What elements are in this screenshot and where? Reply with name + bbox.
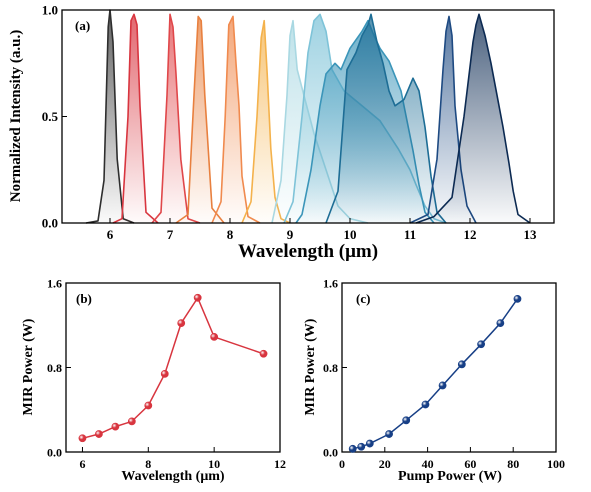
b-x-tick-label-3: 12 <box>274 457 286 471</box>
c-y-tick-label-0: 0.0 <box>323 446 338 460</box>
a-series-5-fill <box>242 20 290 224</box>
c-y-tick-label-2: 1.6 <box>323 277 338 291</box>
c-y-axis-label: MIR Power (W) <box>303 318 318 415</box>
a-y-tick-label-2: 1.0 <box>42 3 58 18</box>
b-x-axis-label: Wavelength (μm) <box>121 469 225 484</box>
a-panel-label: (a) <box>75 18 90 33</box>
c-point-4 <box>402 416 411 425</box>
c-y-tick-label-1: 0.8 <box>323 361 338 375</box>
b-x-tick-label-2: 10 <box>208 457 220 471</box>
c-x-tick-label-3: 60 <box>464 457 476 471</box>
a-y-tick-label-0: 0.0 <box>42 216 58 231</box>
panel-b-power-vs-wavelength: 6 8 10 12 0.0 0.8 1.6 (b) Wavelength (μm) MIR … <box>21 277 286 485</box>
c-x-axis-label: Pump Power (W) <box>398 469 502 484</box>
c-point-9 <box>496 319 505 328</box>
a-x-tick-label-1: 7 <box>167 227 174 242</box>
a-tick-group: 6 7 8 9 10 11 12 13 0.0 0.5 1.0 <box>42 3 537 243</box>
b-point-9 <box>259 349 268 358</box>
a-y-tick-label-1: 0.5 <box>42 109 59 124</box>
a-series-2-fill <box>152 14 200 223</box>
a-x-tick-label-4: 10 <box>344 227 357 242</box>
c-x-tick-label-2: 40 <box>422 457 434 471</box>
b-point-5 <box>160 369 169 378</box>
b-point-4 <box>144 401 153 410</box>
b-panel-label: (b) <box>76 291 92 306</box>
c-x-tick-label-5: 100 <box>547 457 565 471</box>
c-point-0 <box>348 444 357 453</box>
b-y-tick-label-1: 0.8 <box>47 361 62 375</box>
b-point-0 <box>78 434 87 443</box>
c-point-8 <box>477 340 485 349</box>
a-series-3-fill <box>176 16 224 224</box>
a-series-1-fill <box>113 14 158 223</box>
c-point-1 <box>357 442 366 451</box>
a-series-11-line <box>415 13 531 224</box>
b-tick-group: 6 8 10 12 0.0 0.8 1.6 <box>47 277 286 472</box>
b-plot-frame <box>65 282 281 453</box>
b-point-2 <box>111 422 120 431</box>
a-x-axis-label: Wavelength (μm) <box>238 241 378 262</box>
b-point-1 <box>95 430 103 438</box>
c-series-line <box>352 298 519 450</box>
a-series-0-fill <box>86 10 134 223</box>
a-series-1-line <box>112 13 159 224</box>
c-plot-frame <box>341 282 557 453</box>
c-point-6 <box>438 381 447 390</box>
b-y-tick-label-2: 1.6 <box>47 277 62 291</box>
c-series-group <box>348 294 522 453</box>
a-series-9-line <box>325 13 447 224</box>
b-series-group <box>78 293 268 443</box>
c-point-5 <box>421 400 430 409</box>
panel-a-spectra: 6 7 8 9 10 11 12 13 0.0 0.5 1.0 (a) Wavelength (μm… <box>8 3 555 262</box>
c-x-tick-label-1: 20 <box>379 457 391 471</box>
a-x-tick-label-6: 12 <box>464 227 477 242</box>
c-x-tick-label-0: 0 <box>339 457 345 471</box>
a-series-11-fill <box>416 14 530 223</box>
a-x-tick-label-7: 13 <box>524 227 538 242</box>
c-tick-group: 0 20 40 60 80 100 0.0 0.8 1.6 <box>323 277 565 472</box>
b-point-6 <box>177 319 186 328</box>
a-x-tick-label-3: 9 <box>287 227 294 242</box>
a-series-9-fill <box>326 14 446 223</box>
panel-c-power-vs-pump: 0 20 40 60 80 100 0.0 0.8 1.6 (c) Pump Power (W)… <box>303 277 565 485</box>
a-series-2-line <box>151 13 201 224</box>
b-series-line <box>82 296 264 440</box>
a-series-4-fill <box>212 16 260 224</box>
c-panel-label: (c) <box>356 291 370 306</box>
b-y-axis-label: MIR Power (W) <box>21 318 36 415</box>
b-y-tick-label-0: 0.0 <box>47 446 62 460</box>
b-point-7 <box>193 293 202 302</box>
a-series-group <box>85 9 531 224</box>
c-x-tick-label-4: 80 <box>507 457 519 471</box>
c-point-2 <box>365 439 374 448</box>
a-y-axis-label: Normalized Intensity (a.u.) <box>8 30 24 203</box>
b-x-tick-label-0: 6 <box>79 457 85 471</box>
b-point-8 <box>210 332 219 341</box>
b-x-tick-label-1: 8 <box>145 457 151 471</box>
a-x-tick-label-2: 8 <box>227 227 234 242</box>
c-point-10 <box>513 294 522 303</box>
a-series-4-line <box>211 15 261 224</box>
c-point-7 <box>457 360 466 369</box>
a-x-tick-label-5: 11 <box>404 227 416 242</box>
a-x-tick-label-0: 6 <box>107 227 114 242</box>
a-series-3-line <box>175 15 225 224</box>
c-point-3 <box>385 430 393 438</box>
b-point-3 <box>127 417 136 426</box>
